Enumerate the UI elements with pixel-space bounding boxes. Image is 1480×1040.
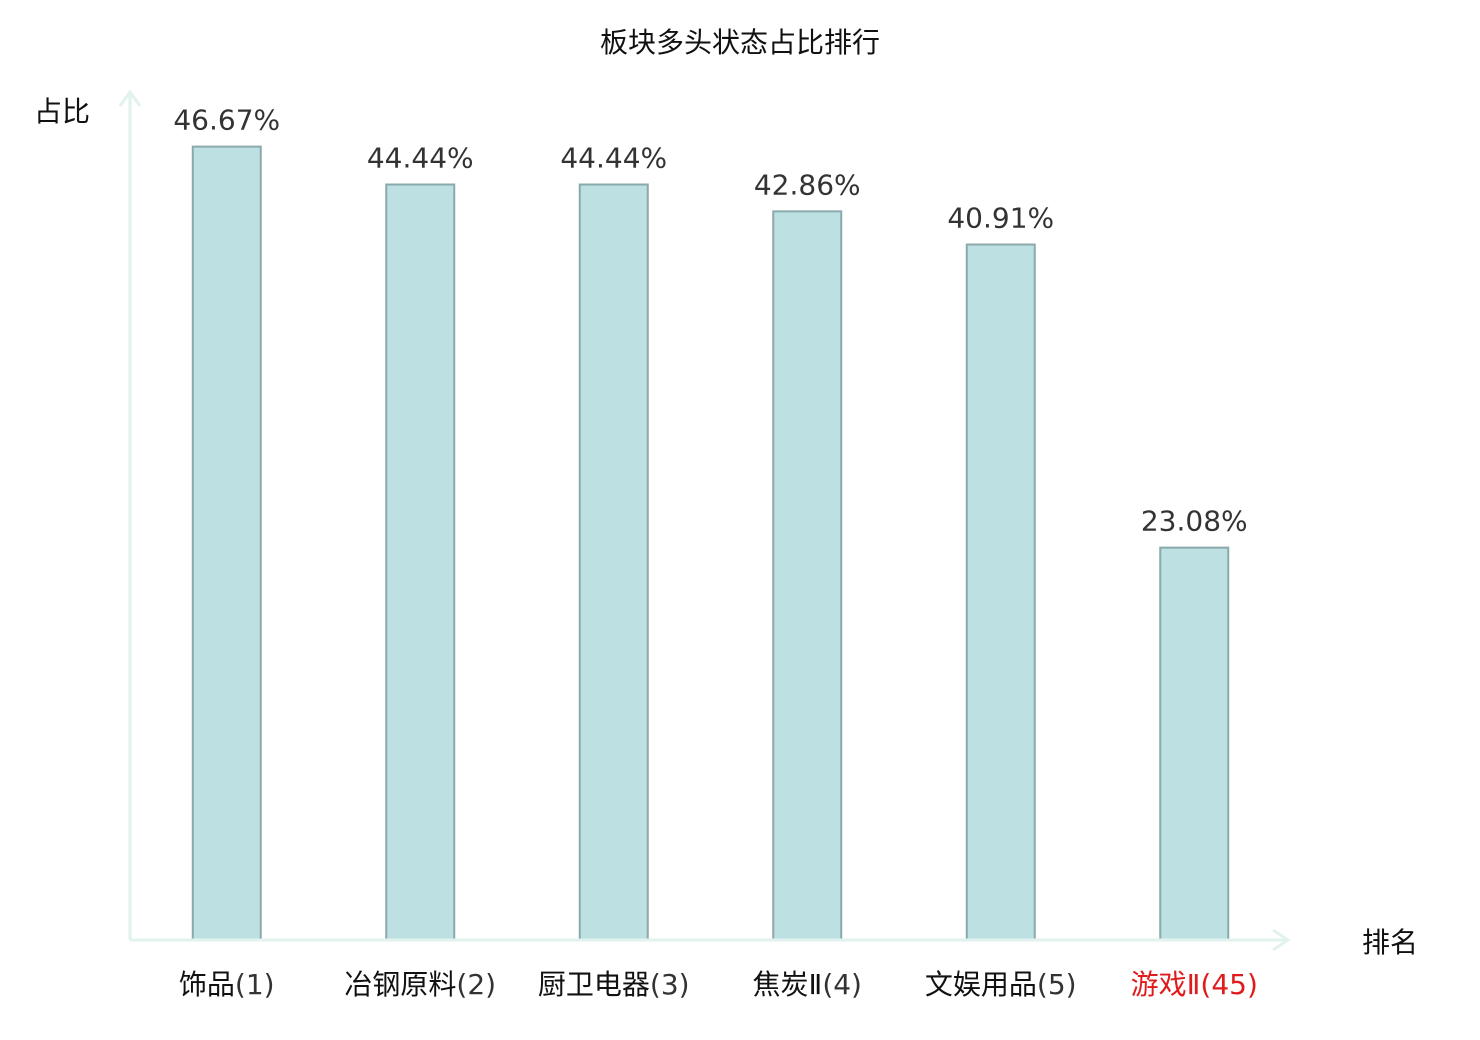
bar-4	[772, 210, 843, 941]
y-axis-label: 占比	[34, 95, 90, 128]
value-labels-group: 46.67% 44.44% 44.44% 42.86% 40.91% 23.08%	[173, 104, 1247, 538]
bar-value-label-1: 46.67%	[173, 104, 280, 137]
x-tick-rank: (5)	[1037, 968, 1077, 1001]
x-tick-category-name: 文娱用品	[925, 968, 1037, 1001]
x-tick-label-4: 焦炭Ⅱ(4)	[753, 968, 862, 1001]
x-tick-rank: (1)	[235, 968, 275, 1001]
bar-3	[578, 183, 649, 941]
x-tick-label-3: 厨卫电器(3)	[538, 968, 690, 1001]
x-tick-category-name: 焦炭Ⅱ	[753, 968, 823, 1001]
x-tick-label-6: 游戏Ⅱ(45)	[1131, 968, 1258, 1001]
x-tick-category-name: 厨卫电器	[538, 968, 650, 1001]
x-tick-label-2: 冶钢原料(2)	[344, 968, 496, 1001]
x-axis-label: 排名	[1362, 926, 1418, 959]
bar-value-label-4: 42.86%	[754, 168, 861, 201]
x-axis	[130, 928, 1291, 952]
tick-labels-group: 饰品(1) 冶钢原料(2) 厨卫电器(3) 焦炭Ⅱ(4) 文娱用品(5) 游戏Ⅱ(45)	[179, 968, 1258, 1001]
x-tick-category-name: 饰品	[179, 968, 235, 1001]
chart-title: 板块多头状态占比排行	[600, 26, 880, 59]
bar-6	[1159, 546, 1230, 941]
x-tick-category-name: 冶钢原料	[344, 968, 456, 1001]
bar-5	[965, 243, 1036, 941]
x-tick-rank: (45)	[1200, 968, 1257, 1001]
bar-value-label-2: 44.44%	[367, 142, 474, 175]
bar-value-label-5: 40.91%	[947, 202, 1054, 235]
y-axis	[118, 89, 142, 940]
bars-group	[191, 145, 1230, 942]
x-tick-label-1: 饰品(1)	[179, 968, 275, 1001]
x-tick-rank: (2)	[456, 968, 496, 1001]
bar-2	[385, 183, 456, 941]
x-tick-rank: (4)	[822, 968, 862, 1001]
bar-value-label-3: 44.44%	[560, 142, 667, 175]
x-tick-label-5: 文娱用品(5)	[925, 968, 1077, 1001]
bar-1	[191, 145, 262, 942]
bar-value-label-6: 23.08%	[1141, 505, 1248, 538]
x-tick-rank: (3)	[650, 968, 690, 1001]
x-tick-category-name: 游戏Ⅱ	[1131, 968, 1201, 1001]
